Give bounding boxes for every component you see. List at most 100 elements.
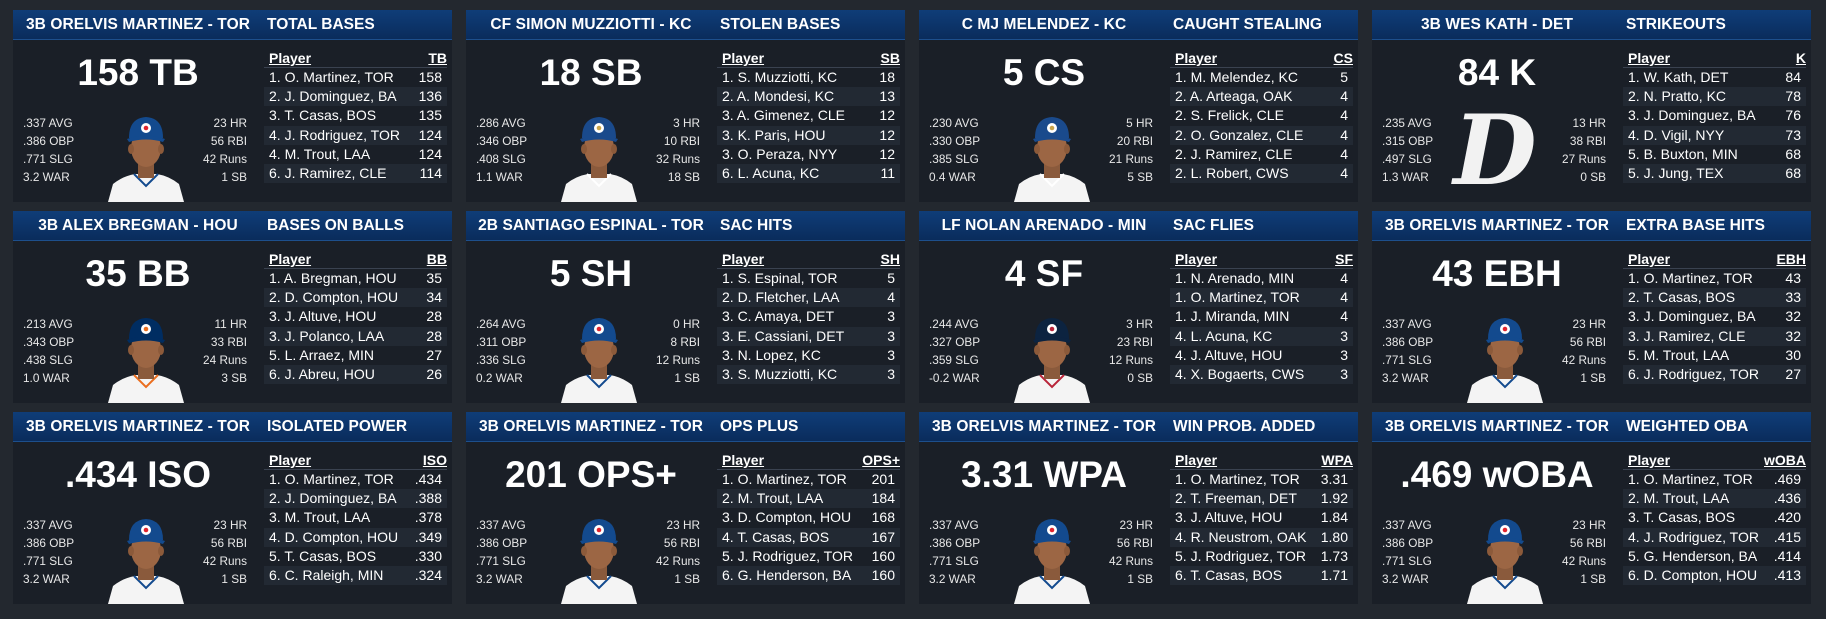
player-column-header[interactable]: Player — [1175, 50, 1218, 66]
table-row[interactable]: 4. T. Casas, BOS 167 — [717, 527, 900, 547]
table-row[interactable]: 4. J. Rodriguez, TOR .415 — [1623, 527, 1806, 547]
table-row[interactable]: 3. J. Altuve, HOU 1.84 — [1170, 508, 1353, 527]
table-row[interactable]: 1. A. Bregman, HOU 35 — [264, 269, 447, 288]
row-player[interactable]: 5. J. Rodriguez, TOR — [722, 547, 853, 564]
table-row[interactable]: 1. O. Martinez, TOR 201 — [717, 470, 900, 489]
row-player[interactable]: 6. J. Ramirez, CLE — [269, 164, 387, 181]
player-portrait-blue-jays-cap-icon[interactable] — [556, 307, 642, 403]
row-player[interactable]: 5. M. Trout, LAA — [1628, 346, 1730, 363]
row-player[interactable]: 6. J. Abreu, HOU — [269, 365, 375, 382]
player-column-header[interactable]: Player — [1175, 251, 1218, 267]
stat-column-header[interactable]: EBH — [1776, 251, 1806, 267]
table-row[interactable]: 2. J. Dominguez, BA .388 — [264, 489, 447, 509]
table-row[interactable]: 2. A. Mondesi, KC 13 — [717, 87, 900, 107]
table-row[interactable]: 2. A. Arteaga, OAK 4 — [1170, 87, 1353, 107]
table-row[interactable]: 2. D. Fletcher, LAA 4 — [717, 288, 900, 308]
row-player[interactable]: 3. J. Ramirez, CLE — [1628, 327, 1746, 344]
leader-player-name[interactable]: 2B SANTIAGO ESPINAL - TOR — [478, 217, 704, 234]
player-portrait-astros-cap-icon[interactable] — [103, 307, 189, 403]
row-player[interactable]: 5. J. Rodriguez, TOR — [1175, 547, 1306, 564]
row-player[interactable]: 3. J. Dominguez, BA — [1628, 308, 1756, 325]
table-row[interactable]: 3. D. Compton, HOU 168 — [717, 508, 900, 527]
row-player[interactable]: 1. O. Martinez, TOR — [1628, 270, 1753, 286]
row-player[interactable]: 2. A. Mondesi, KC — [722, 88, 835, 105]
row-player[interactable]: 1. A. Bregman, HOU — [269, 270, 397, 286]
row-player[interactable]: 4. M. Trout, LAA — [269, 145, 371, 162]
leader-card[interactable]: 3B ORELVIS MARTINEZ - TOR WEIGHTED OBA .46… — [1372, 412, 1811, 604]
table-row[interactable]: 3. J. Altuve, HOU 28 — [264, 307, 447, 326]
row-player[interactable]: 2. N. Pratto, KC — [1628, 88, 1727, 105]
row-player[interactable]: 3. O. Peraza, NYY — [722, 145, 838, 162]
table-row[interactable]: 2. N. Pratto, KC 78 — [1623, 87, 1806, 107]
table-row[interactable]: 3. J. Dominguez, BA 32 — [1623, 307, 1806, 326]
row-player[interactable]: 3. T. Casas, BOS — [269, 107, 377, 124]
stat-column-header[interactable]: ISO — [422, 452, 447, 468]
player-column-header[interactable]: Player — [269, 251, 312, 267]
leader-player-name[interactable]: 3B WES KATH - DET — [1420, 16, 1574, 33]
row-player[interactable]: 2. T. Casas, BOS — [1628, 289, 1736, 306]
row-player[interactable]: 4. X. Bogaerts, CWS — [1175, 365, 1305, 382]
stat-column-header[interactable]: OPS+ — [862, 452, 900, 468]
table-row[interactable]: 3. N. Lopez, KC 3 — [717, 346, 900, 365]
row-player[interactable]: 4. J. Rodriguez, TOR — [1628, 528, 1759, 545]
row-player[interactable]: 2. D. Fletcher, LAA — [722, 289, 840, 306]
player-column-header[interactable]: Player — [1628, 50, 1671, 66]
leader-card[interactable]: 3B ORELVIS MARTINEZ - TOR TOTAL BASES 158 … — [13, 10, 452, 202]
row-player[interactable]: 6. L. Acuna, KC — [722, 164, 820, 181]
leader-card[interactable]: LF NOLAN ARENADO - MIN SAC FLIES 4 SF .244 … — [919, 211, 1358, 403]
row-player[interactable]: 1. J. Miranda, MIN — [1175, 308, 1290, 325]
row-player[interactable]: 3. S. Muzziotti, KC — [722, 365, 838, 382]
leader-card[interactable]: 3B ORELVIS MARTINEZ - TOR ISOLATED POWER.… — [13, 412, 452, 604]
table-row[interactable]: 5. B. Buxton, MIN 68 — [1623, 145, 1806, 164]
table-row[interactable]: 3. S. Muzziotti, KC 3 — [717, 364, 900, 385]
player-portrait-blue-jays-cap-icon[interactable] — [103, 508, 189, 604]
row-player[interactable]: 4. T. Casas, BOS — [722, 528, 830, 545]
player-column-header[interactable]: Player — [722, 251, 765, 267]
player-portrait-blue-jays-cap-icon[interactable] — [103, 106, 189, 202]
player-portrait-blue-jays-cap-icon[interactable] — [1462, 508, 1548, 604]
row-player[interactable]: 3. C. Amaya, DET — [722, 308, 835, 325]
table-row[interactable]: 5. J. Rodriguez, TOR 160 — [717, 547, 900, 566]
leader-player-name[interactable]: 3B ORELVIS MARTINEZ - TOR — [478, 418, 704, 435]
row-player[interactable]: 1. O. Martinez, TOR — [722, 471, 847, 487]
table-row[interactable]: 4. R. Neustrom, OAK 1.80 — [1170, 527, 1353, 547]
row-player[interactable]: 2. D. Compton, HOU — [269, 289, 399, 306]
row-player[interactable]: 3. K. Paris, HOU — [722, 126, 826, 143]
row-player[interactable]: 3. J. Altuve, HOU — [269, 308, 377, 325]
table-row[interactable]: 1. S. Muzziotti, KC 18 — [717, 68, 900, 87]
table-row[interactable]: 6. D. Compton, HOU .413 — [1623, 565, 1806, 586]
table-row[interactable]: 6. C. Raleigh, MIN .324 — [264, 565, 447, 586]
row-player[interactable]: 1. W. Kath, DET — [1628, 69, 1729, 85]
leader-card[interactable]: 3B ALEX BREGMAN - HOU BASES ON BALLS 35 BB… — [13, 211, 452, 403]
table-row[interactable]: 1. N. Arenado, MIN 4 — [1170, 269, 1353, 288]
row-player[interactable]: 2. T. Freeman, DET — [1175, 490, 1297, 507]
table-row[interactable]: 3. A. Gimenez, CLE 12 — [717, 106, 900, 125]
table-row[interactable]: 4. J. Altuve, HOU 3 — [1170, 346, 1353, 365]
table-row[interactable]: 3. J. Ramirez, CLE 32 — [1623, 326, 1806, 346]
table-row[interactable]: 2. M. Trout, LAA 184 — [717, 489, 900, 509]
table-row[interactable]: 4. M. Trout, LAA 124 — [264, 145, 447, 164]
table-row[interactable]: 3. K. Paris, HOU 12 — [717, 125, 900, 145]
player-portrait-twins-cap-icon[interactable] — [1009, 307, 1095, 403]
row-player[interactable]: 4. D. Compton, HOU — [269, 528, 399, 545]
row-player[interactable]: 6. T. Casas, BOS — [1175, 566, 1283, 583]
leader-card[interactable]: CF SIMON MUZZIOTTI - KC STOLEN BASES 18 SB… — [466, 10, 905, 202]
row-player[interactable]: 6. D. Compton, HOU — [1628, 566, 1758, 583]
leader-card[interactable]: 3B ORELVIS MARTINEZ - TOR WIN PROB. ADDED… — [919, 412, 1358, 604]
stat-column-header[interactable]: SB — [880, 50, 900, 66]
stat-column-header[interactable]: SH — [880, 251, 900, 267]
table-row[interactable]: 5. J. Rodriguez, TOR 1.73 — [1170, 547, 1353, 566]
row-player[interactable]: 3. T. Casas, BOS — [1628, 509, 1736, 526]
player-portrait-blue-jays-cap-icon[interactable] — [556, 508, 642, 604]
row-player[interactable]: 2. J. Ramirez, CLE — [1175, 145, 1293, 162]
row-player[interactable]: 2. S. Frelick, CLE — [1175, 107, 1284, 124]
stat-column-header[interactable]: TB — [428, 50, 447, 66]
row-player[interactable]: 3. M. Trout, LAA — [269, 509, 371, 526]
player-column-header[interactable]: Player — [1175, 452, 1218, 468]
table-row[interactable]: 4. X. Bogaerts, CWS 3 — [1170, 364, 1353, 385]
row-player[interactable]: 6. G. Henderson, BA — [722, 566, 852, 583]
row-player[interactable]: 1. N. Arenado, MIN — [1175, 270, 1295, 286]
player-portrait-royals-cap-icon[interactable] — [556, 106, 642, 202]
stat-column-header[interactable]: BB — [426, 251, 447, 267]
stat-column-header[interactable]: WPA — [1321, 452, 1353, 468]
